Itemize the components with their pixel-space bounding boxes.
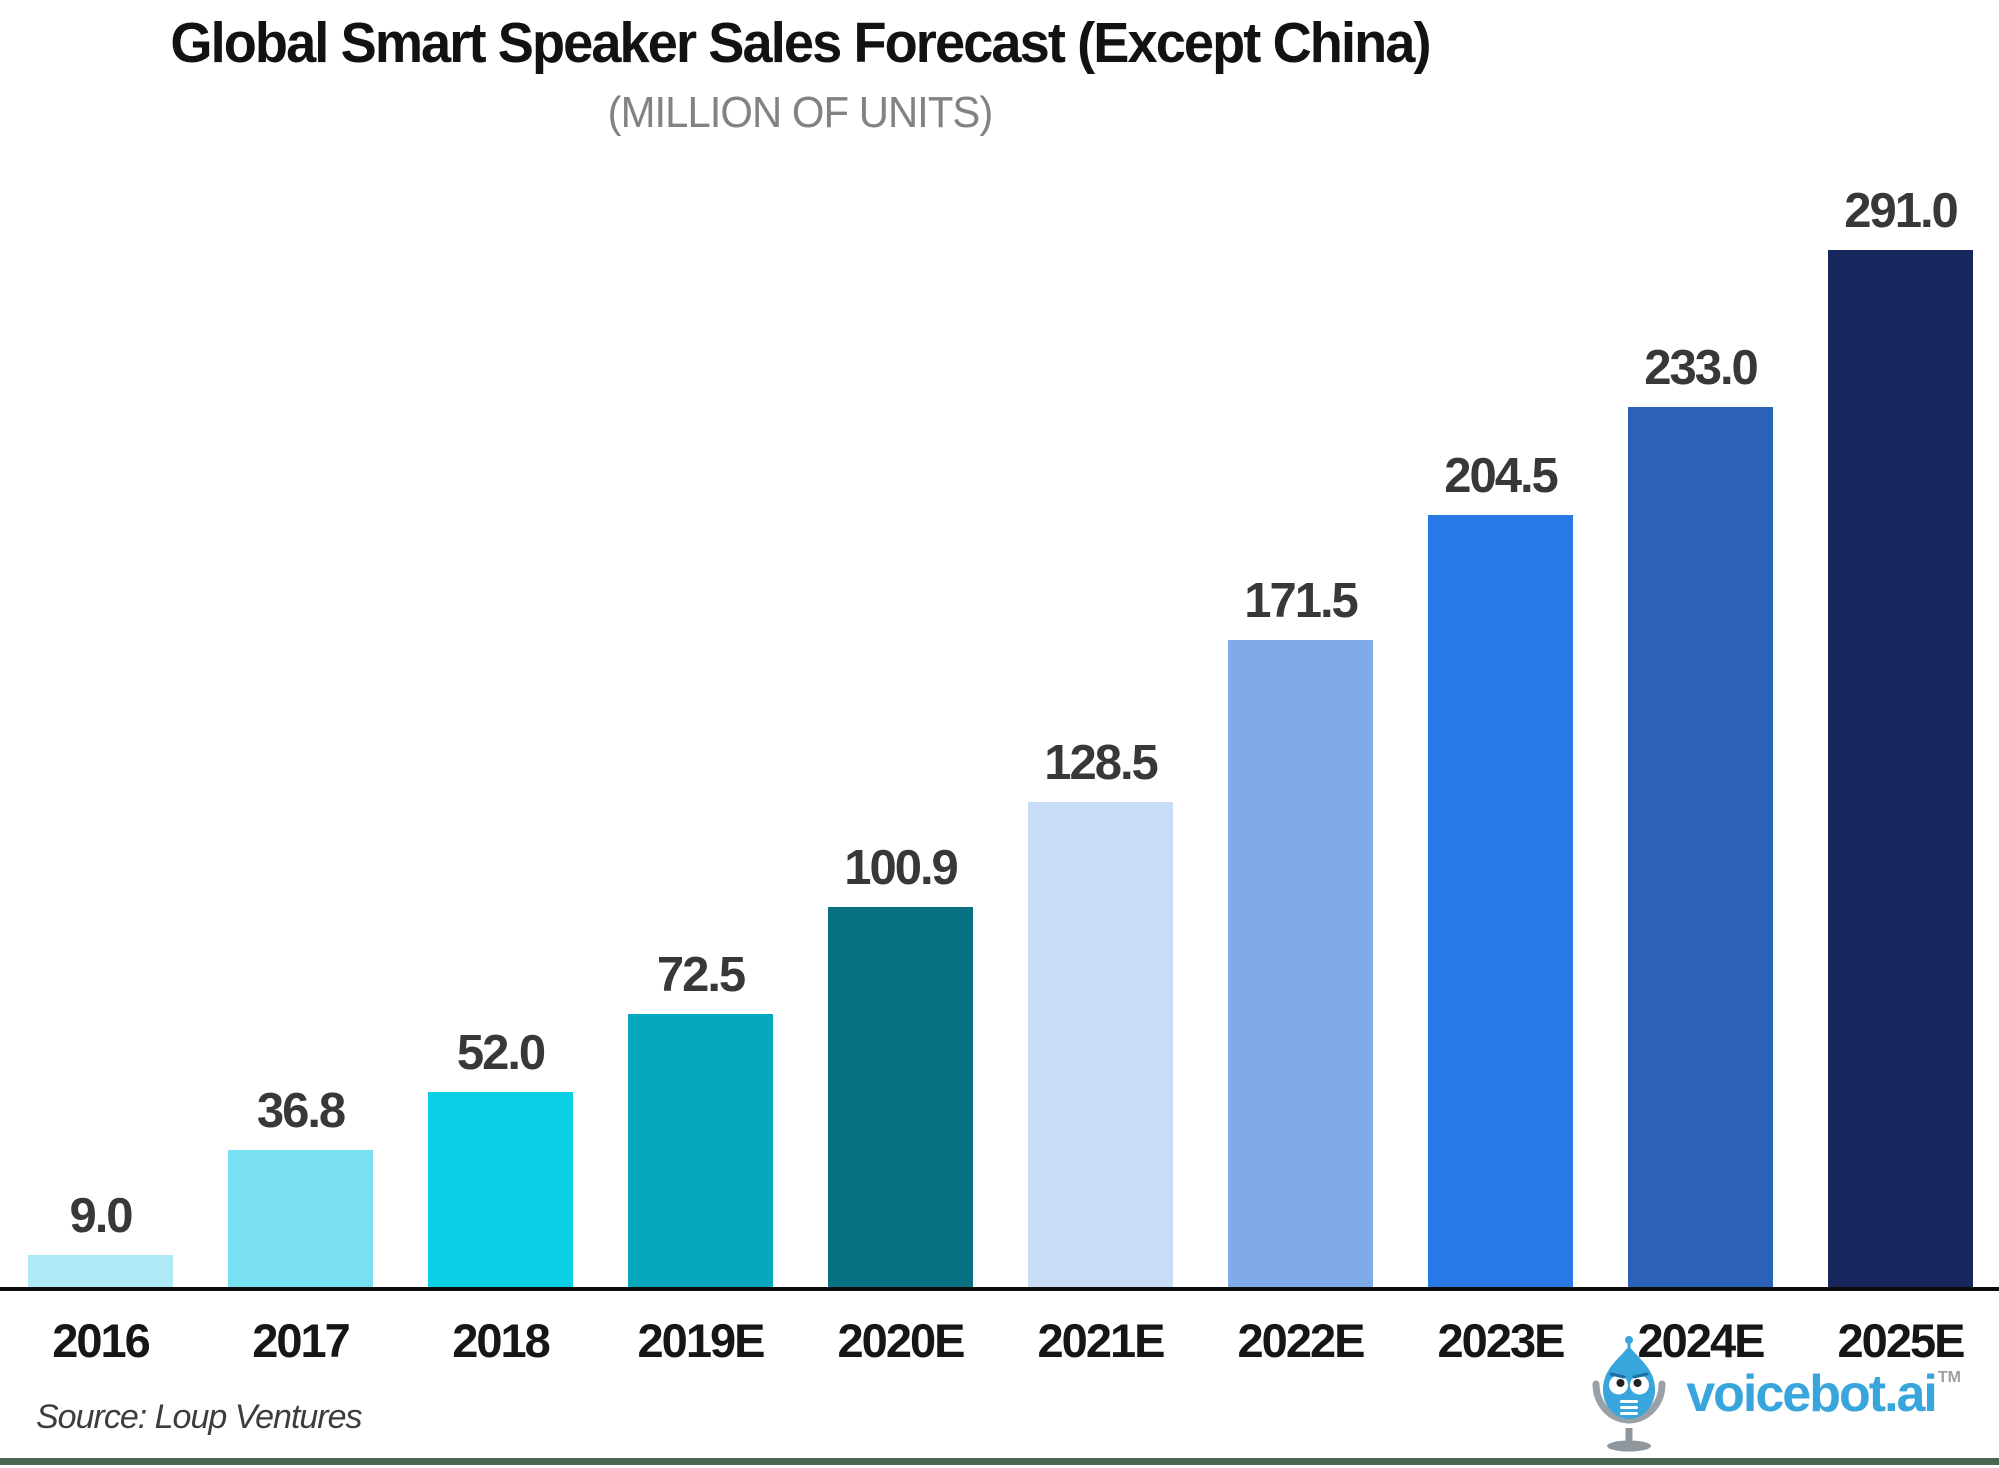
bar: [828, 906, 973, 1289]
bar-slot: 9.0: [28, 187, 173, 1289]
bar: [628, 1014, 773, 1289]
footer-divider-bar: [0, 1458, 1999, 1465]
bar-value-label: 171.5: [1244, 573, 1359, 628]
brand-wordmark: voicebot.ai TM: [1686, 1368, 1961, 1420]
bar: [1428, 514, 1573, 1289]
category-label: 2022E: [1237, 1314, 1366, 1367]
bars-row: 9.0 36.8 52.0 72.5 100.9 128.5 171.5 204.5 233.0…: [28, 187, 1973, 1289]
bar-value-label: 204.5: [1444, 448, 1559, 503]
bar: [1028, 802, 1173, 1289]
trademark-symbol: TM: [1937, 1369, 1961, 1386]
bar-slot: 291.0: [1828, 187, 1973, 1289]
robot-microphone-icon: [1592, 1336, 1666, 1452]
bar-slot: 52.0: [428, 187, 573, 1289]
bar-value-label: 233.0: [1644, 340, 1759, 395]
category-label: 2018: [452, 1314, 551, 1367]
bar-value-label: 52.0: [456, 1026, 546, 1081]
category-label: 2025E: [1837, 1314, 1966, 1367]
x-axis-line: [0, 1287, 1999, 1291]
bar-value-label: 291.0: [1844, 184, 1959, 238]
category-row: 2016 2017 2018 2019E 2020E 2021E 2022E 2023E 202…: [28, 1313, 1973, 1368]
bar-slot: 36.8: [228, 187, 373, 1289]
category-label: 2017: [252, 1314, 351, 1367]
bar-slot: 204.5: [1428, 187, 1573, 1289]
bar-value-label: 100.9: [844, 840, 959, 895]
bar-slot: 171.5: [1228, 187, 1373, 1289]
bar-slot: 72.5: [628, 187, 773, 1289]
category-label: 2021E: [1037, 1314, 1166, 1367]
source-note: Source: Loup Ventures: [36, 1398, 363, 1436]
chart-title: Global Smart Speaker Sales Forecast (Exc…: [170, 11, 1431, 75]
voicebot-logo: voicebot.ai TM: [1580, 1336, 1961, 1452]
bar-value-label: 128.5: [1044, 736, 1159, 791]
category-label: 2019E: [637, 1314, 766, 1367]
brand-name: voicebot.ai: [1686, 1365, 1938, 1423]
category-label: 2024E: [1637, 1314, 1766, 1367]
chart-subtitle: (MILLION OF UNITS): [607, 88, 994, 137]
bar-value-label: 9.0: [69, 1188, 133, 1243]
bar: [428, 1092, 573, 1289]
bar: [228, 1149, 373, 1289]
bar-slot: 100.9: [828, 187, 973, 1289]
bar-slot: 233.0: [1628, 187, 1773, 1289]
bar-value-label: 72.5: [656, 948, 746, 1003]
bar: [1228, 639, 1373, 1289]
bar: [1828, 250, 1973, 1289]
bar-slot: 128.5: [1028, 187, 1173, 1289]
bar: [28, 1254, 173, 1289]
category-label: 2016: [52, 1314, 151, 1367]
bar-value-label: 36.8: [256, 1083, 346, 1138]
category-label: 2023E: [1437, 1314, 1566, 1367]
bar: [1628, 406, 1773, 1289]
category-label: 2020E: [837, 1314, 966, 1367]
